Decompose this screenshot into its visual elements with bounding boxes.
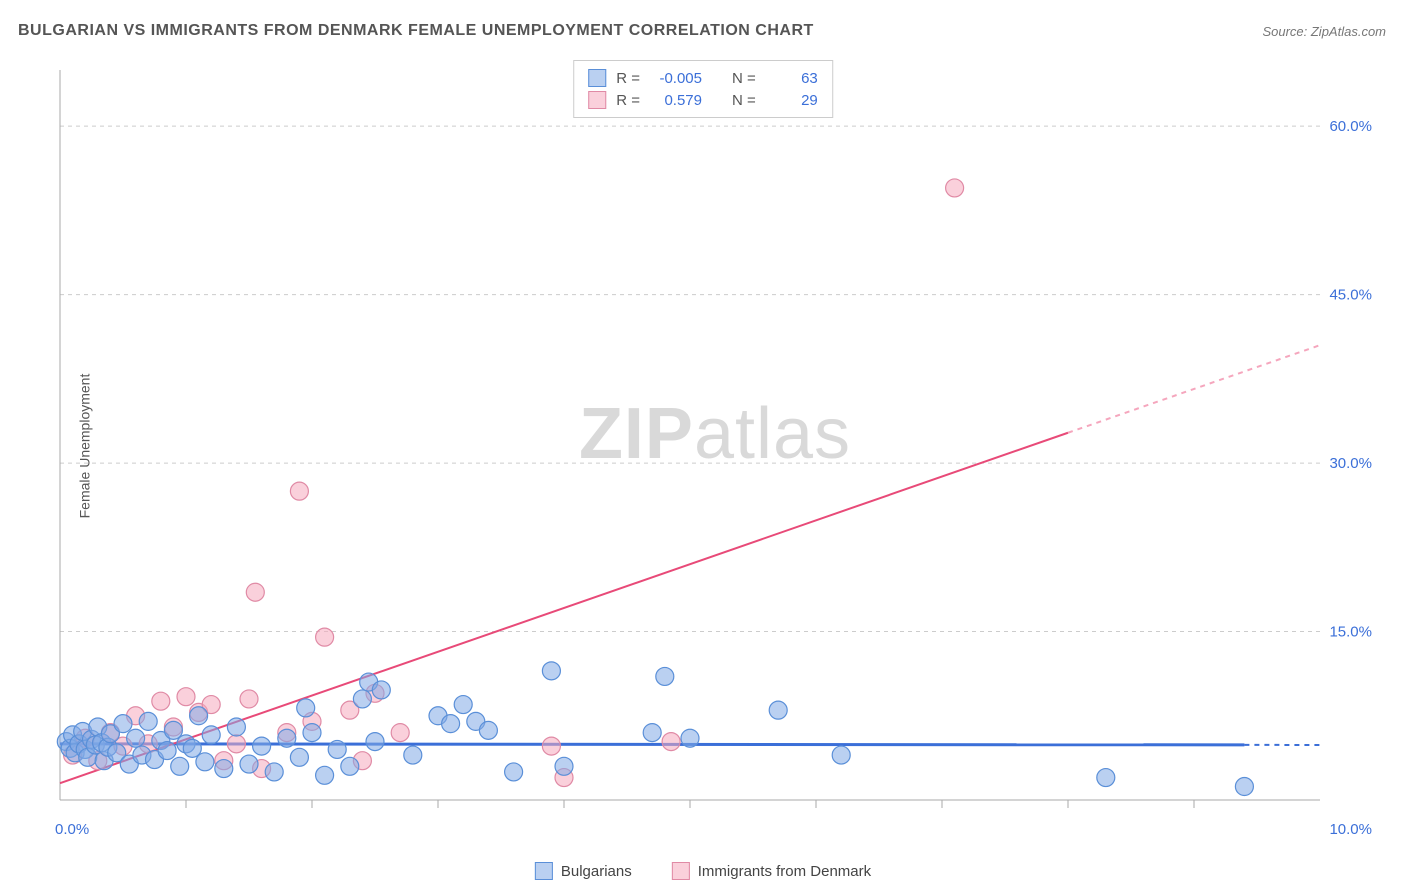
swatch-blue-icon [588, 69, 606, 87]
stats-legend: R = -0.005 N = 63 R = 0.579 N = 29 [573, 60, 833, 118]
legend-item-bulgarians: Bulgarians [535, 862, 632, 880]
svg-text:0.0%: 0.0% [55, 821, 89, 838]
legend-item-denmark: Immigrants from Denmark [672, 862, 871, 880]
source-attribution: Source: ZipAtlas.com [1262, 24, 1386, 39]
r-label: R = [616, 92, 640, 109]
n-value-pink: 29 [766, 92, 818, 109]
stats-row-denmark: R = 0.579 N = 29 [588, 89, 818, 111]
svg-text:10.0%: 10.0% [1329, 821, 1372, 838]
svg-text:30.0%: 30.0% [1329, 455, 1372, 472]
swatch-pink-icon [588, 91, 606, 109]
svg-text:15.0%: 15.0% [1329, 624, 1372, 641]
swatch-pink-icon [672, 862, 690, 880]
scatter-plot: 15.0% 30.0% 45.0% 60.0% 0.0% 10.0% [50, 60, 1380, 840]
r-value-pink: 0.579 [650, 92, 702, 109]
chart-title: BULGARIAN VS IMMIGRANTS FROM DENMARK FEM… [18, 22, 814, 40]
n-value-blue: 63 [766, 70, 818, 87]
swatch-blue-icon [535, 862, 553, 880]
legend-label-bulgarians: Bulgarians [561, 863, 632, 880]
svg-text:45.0%: 45.0% [1329, 287, 1372, 304]
n-label: N = [732, 70, 756, 87]
stats-row-bulgarians: R = -0.005 N = 63 [588, 67, 818, 89]
r-label: R = [616, 70, 640, 87]
svg-text:60.0%: 60.0% [1329, 118, 1372, 135]
chart-area: ZIPatlas 15.0%30.0%45.0%60.0%0.0%10.0% [50, 60, 1380, 840]
legend-label-denmark: Immigrants from Denmark [698, 863, 871, 880]
r-value-blue: -0.005 [650, 70, 702, 87]
n-label: N = [732, 92, 756, 109]
bottom-legend: Bulgarians Immigrants from Denmark [535, 862, 871, 880]
